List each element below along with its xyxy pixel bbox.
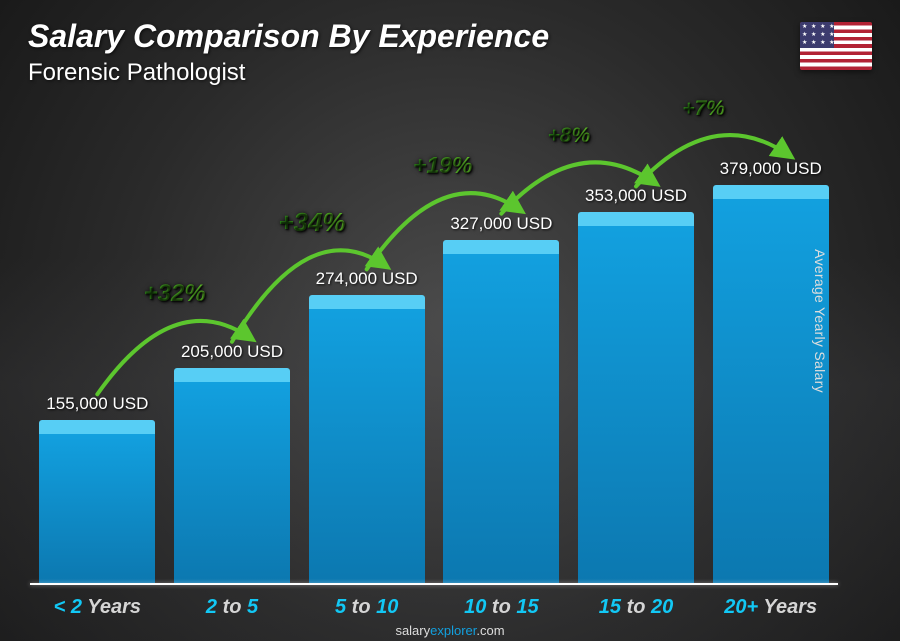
bar-value-label: 327,000 USD bbox=[450, 214, 552, 234]
bar-body bbox=[443, 254, 559, 583]
x-axis-labels: < 2 Years2 to 55 to 1010 to 1515 to 2020… bbox=[30, 596, 838, 619]
bar-body bbox=[578, 226, 694, 583]
x-label-5: 20+ Years bbox=[703, 596, 838, 619]
x-label-2: 5 to 10 bbox=[299, 596, 434, 619]
bar-rect bbox=[174, 368, 290, 583]
bar-body bbox=[39, 434, 155, 583]
flag-canton bbox=[800, 22, 834, 48]
bar-value-label: 274,000 USD bbox=[316, 269, 418, 289]
footer-text-prefix: salary bbox=[395, 623, 430, 638]
x-label-3: 10 to 15 bbox=[434, 596, 569, 619]
header: Salary Comparison By Experience Forensic… bbox=[28, 18, 549, 87]
bar-body bbox=[174, 382, 290, 583]
bar-value-label: 155,000 USD bbox=[46, 394, 148, 414]
bar-3: 327,000 USD bbox=[434, 123, 569, 583]
increment-label-1: +34% bbox=[278, 207, 345, 238]
y-axis-label: Average Yearly Salary bbox=[812, 249, 828, 393]
x-label-1: 2 to 5 bbox=[165, 596, 300, 619]
bar-value-label: 205,000 USD bbox=[181, 342, 283, 362]
bar-top-cap bbox=[39, 420, 155, 434]
x-label-4: 15 to 20 bbox=[569, 596, 704, 619]
bar-top-cap bbox=[443, 240, 559, 254]
page-subtitle: Forensic Pathologist bbox=[28, 59, 549, 87]
footer-brand: salaryexplorer.com bbox=[0, 623, 900, 641]
bar-top-cap bbox=[713, 185, 829, 199]
bar-value-label: 379,000 USD bbox=[720, 159, 822, 179]
x-axis-line bbox=[30, 583, 838, 585]
increment-label-0: +32% bbox=[144, 280, 206, 308]
bar-top-cap bbox=[174, 368, 290, 382]
bar-rect bbox=[39, 420, 155, 583]
increment-label-2: +19% bbox=[413, 152, 472, 179]
bars-container: 155,000 USD 205,000 USD 274,000 USD 327,000… bbox=[30, 123, 838, 583]
bar-rect bbox=[578, 212, 694, 583]
bar-rect bbox=[309, 295, 425, 583]
bar-top-cap bbox=[578, 212, 694, 226]
increment-label-3: +8% bbox=[548, 124, 591, 148]
x-label-0: < 2 Years bbox=[30, 596, 165, 619]
bar-4: 353,000 USD bbox=[569, 123, 704, 583]
bar-1: 205,000 USD bbox=[165, 123, 300, 583]
bar-value-label: 353,000 USD bbox=[585, 186, 687, 206]
bar-rect bbox=[443, 240, 559, 583]
country-flag-us bbox=[800, 22, 872, 70]
footer-text-highlight: explorer bbox=[430, 623, 476, 638]
increment-label-4: +7% bbox=[682, 97, 725, 121]
bar-body bbox=[309, 309, 425, 583]
footer-text-suffix: .com bbox=[476, 623, 504, 638]
bar-top-cap bbox=[309, 295, 425, 309]
page-title: Salary Comparison By Experience bbox=[28, 18, 549, 55]
bar-2: 274,000 USD bbox=[299, 123, 434, 583]
bar-0: 155,000 USD bbox=[30, 123, 165, 583]
bar-chart: 155,000 USD 205,000 USD 274,000 USD 327,000… bbox=[30, 123, 838, 583]
